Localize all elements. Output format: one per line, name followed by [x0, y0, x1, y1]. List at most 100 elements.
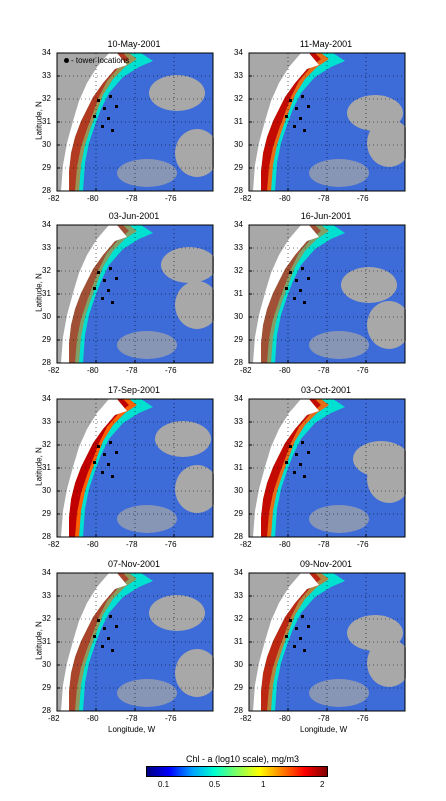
y-tick-label: 29 — [234, 683, 243, 692]
x-tick-label: -82 — [240, 194, 252, 203]
y-tick-label: 32 — [234, 440, 243, 449]
tower-marker — [93, 287, 96, 290]
tower-marker — [97, 445, 100, 448]
y-tick-label: 30 — [234, 660, 243, 669]
tower-marker — [285, 635, 288, 638]
tower-marker — [295, 627, 298, 630]
tower-marker — [289, 619, 292, 622]
y-tick-label: 33 — [42, 591, 51, 600]
y-tick-label: 33 — [234, 71, 243, 80]
y-tick-label: 32 — [42, 94, 51, 103]
tower-marker — [293, 297, 296, 300]
y-tick-label: 33 — [42, 417, 51, 426]
y-tick-label: 31 — [234, 289, 243, 298]
y-tick-label: 31 — [234, 117, 243, 126]
y-tick-label: 28 — [234, 532, 243, 541]
tower-legend-icon — [64, 58, 69, 64]
y-tick-label: 33 — [234, 243, 243, 252]
x-tick-label: -76 — [357, 194, 369, 203]
tower-marker — [293, 645, 296, 648]
x-tick-label: -80 — [87, 714, 99, 723]
tower-marker — [107, 117, 110, 120]
tower-marker — [303, 129, 306, 132]
panel-title: 03-Jun-2001 — [108, 211, 160, 221]
x-tick-label: -78 — [318, 540, 330, 549]
x-tick-label: -78 — [318, 714, 330, 723]
y-tick-label: 32 — [234, 614, 243, 623]
y-tick-label: 28 — [42, 706, 51, 715]
x-tick-label: -80 — [279, 540, 291, 549]
x-tick-label: -82 — [48, 366, 60, 375]
y-tick-label: 28 — [42, 532, 51, 541]
x-tick-label: -78 — [318, 194, 330, 203]
y-tick-label: 32 — [42, 440, 51, 449]
y-axis-label: Latitude, N — [34, 447, 44, 486]
tower-marker — [289, 445, 292, 448]
y-tick-label: 31 — [42, 637, 51, 646]
y-tick-label: 34 — [42, 48, 51, 57]
x-tick-label: -76 — [165, 194, 177, 203]
y-tick-label: 34 — [42, 220, 51, 229]
y-tick-label: 30 — [42, 312, 51, 321]
y-tick-label: 29 — [42, 683, 51, 692]
tower-marker — [301, 95, 304, 98]
y-tick-label: 34 — [234, 394, 243, 403]
tower-marker — [299, 289, 302, 292]
tower-marker — [103, 279, 106, 282]
x-tick-label: -80 — [87, 540, 99, 549]
tower-marker — [295, 453, 298, 456]
tower-marker — [109, 441, 112, 444]
x-tick-label: -82 — [240, 540, 252, 549]
y-tick-label: 34 — [234, 48, 243, 57]
tower-marker — [307, 105, 310, 108]
y-tick-label: 30 — [234, 140, 243, 149]
panel-title: 10-May-2001 — [107, 39, 161, 49]
y-axis-label: Latitude, N — [34, 101, 44, 140]
chlorophyll-map — [248, 52, 406, 192]
x-tick-label: -80 — [87, 366, 99, 375]
tower-marker — [285, 461, 288, 464]
colorbar-tick: 1 — [261, 780, 266, 789]
y-tick-label: 34 — [234, 568, 243, 577]
chlorophyll-map — [56, 224, 214, 364]
y-tick-label: 34 — [42, 568, 51, 577]
colorbar — [146, 766, 328, 777]
legend-label: - tower locations — [71, 56, 130, 65]
tower-marker — [103, 453, 106, 456]
legend: - tower locations — [64, 56, 129, 65]
tower-marker — [301, 267, 304, 270]
tower-marker — [301, 615, 304, 618]
tower-marker — [289, 99, 292, 102]
chlorophyll-map — [248, 398, 406, 538]
tower-marker — [101, 125, 104, 128]
x-tick-label: -78 — [318, 366, 330, 375]
x-tick-label: -80 — [279, 714, 291, 723]
y-tick-label: 30 — [42, 140, 51, 149]
y-tick-label: 30 — [234, 486, 243, 495]
y-tick-label: 32 — [234, 266, 243, 275]
x-tick-label: -78 — [126, 714, 138, 723]
tower-marker — [293, 125, 296, 128]
tower-marker — [303, 475, 306, 478]
panel-title: 03-Oct-2001 — [300, 385, 352, 395]
tower-marker — [285, 115, 288, 118]
chlorophyll-map — [56, 572, 214, 712]
y-tick-label: 31 — [42, 463, 51, 472]
x-tick-label: -76 — [165, 366, 177, 375]
y-tick-label: 30 — [42, 660, 51, 669]
y-tick-label: 29 — [234, 335, 243, 344]
tower-marker — [93, 115, 96, 118]
tower-marker — [115, 451, 118, 454]
x-axis-label: Longitude, W — [300, 725, 348, 734]
x-tick-label: -76 — [357, 366, 369, 375]
tower-marker — [303, 301, 306, 304]
tower-marker — [101, 645, 104, 648]
tower-marker — [111, 649, 114, 652]
y-tick-label: 28 — [42, 186, 51, 195]
x-tick-label: -76 — [357, 714, 369, 723]
y-tick-label: 34 — [234, 220, 243, 229]
tower-marker — [299, 463, 302, 466]
y-tick-label: 28 — [234, 186, 243, 195]
x-tick-label: -78 — [126, 366, 138, 375]
